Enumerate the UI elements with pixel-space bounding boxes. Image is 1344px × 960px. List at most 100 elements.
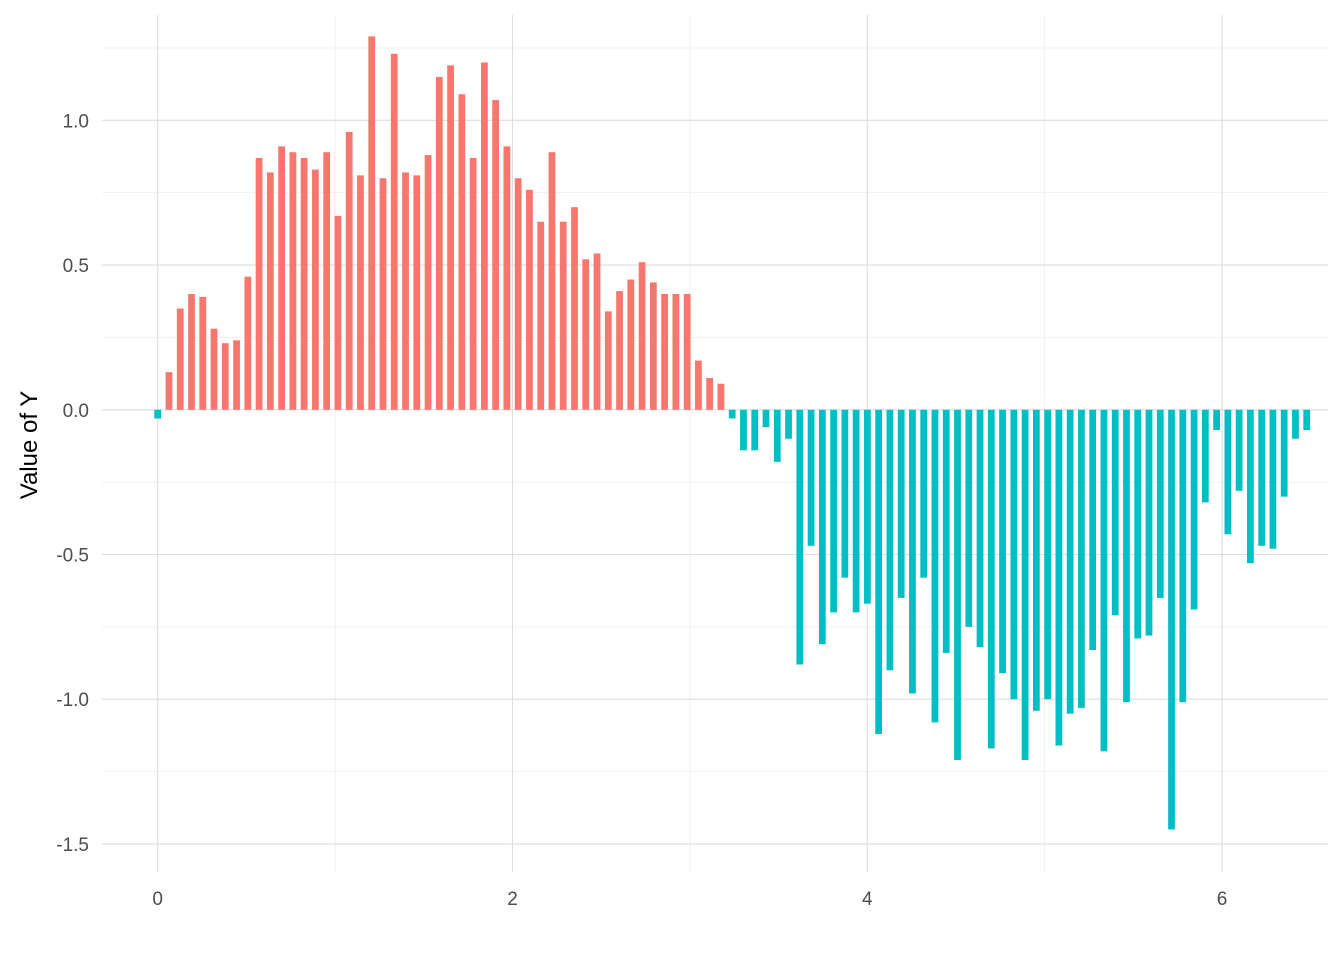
bar — [796, 409, 804, 665]
bar — [909, 409, 916, 694]
bar — [999, 409, 1006, 674]
bar — [785, 409, 792, 439]
bar — [841, 409, 849, 578]
bar — [357, 175, 364, 410]
bar — [402, 172, 409, 410]
bar — [1168, 409, 1175, 830]
bar — [176, 308, 184, 410]
bar — [458, 94, 466, 410]
bar — [1303, 409, 1311, 431]
bar — [818, 409, 826, 645]
bar — [954, 409, 961, 760]
bar — [379, 178, 387, 410]
bar — [199, 296, 207, 410]
x-tick-label: 0 — [152, 889, 163, 910]
bar — [942, 409, 950, 653]
bar — [571, 207, 578, 410]
bar — [1032, 409, 1040, 711]
bar — [1190, 409, 1198, 610]
bar — [661, 294, 668, 410]
x-tick-label: 2 — [507, 889, 518, 910]
bar — [1292, 409, 1299, 439]
bar — [987, 409, 995, 749]
bar — [976, 409, 984, 648]
bar — [210, 328, 218, 410]
bar — [481, 62, 488, 410]
bar — [1134, 409, 1142, 639]
bar — [424, 155, 432, 410]
bar — [1269, 409, 1277, 549]
bar — [897, 409, 905, 598]
bar — [1089, 409, 1097, 651]
bar — [593, 253, 601, 410]
bar — [435, 76, 443, 410]
bar — [1066, 409, 1074, 714]
bar — [334, 215, 342, 410]
bar — [492, 100, 500, 410]
bar — [548, 152, 556, 410]
bar — [695, 360, 702, 410]
bar — [300, 157, 308, 410]
bar — [413, 175, 421, 410]
bar — [289, 152, 297, 410]
bar — [1021, 409, 1029, 760]
bar — [852, 409, 860, 613]
y-axis-tick-labels: -1.5 -1.0 -0.5 0.0 0.5 1.0 — [56, 111, 89, 856]
bar — [649, 282, 657, 410]
bar — [1247, 409, 1254, 564]
bar — [1010, 409, 1018, 700]
bar — [864, 409, 871, 604]
bar — [672, 294, 680, 410]
bar — [312, 169, 319, 410]
bar — [1044, 409, 1052, 700]
bar — [503, 146, 511, 410]
bar — [762, 409, 770, 428]
y-tick-label: 0.0 — [63, 401, 89, 422]
bar — [1111, 409, 1119, 616]
bar — [188, 294, 195, 410]
bar — [1100, 409, 1108, 752]
bars — [154, 36, 1311, 830]
bar — [1145, 409, 1153, 636]
bar — [390, 53, 398, 410]
y-tick-label: -1.0 — [56, 690, 89, 711]
bar — [255, 157, 263, 410]
bar — [233, 340, 240, 410]
bar — [728, 409, 736, 419]
bar — [1213, 409, 1220, 431]
bar — [1156, 409, 1164, 598]
bar — [1280, 409, 1288, 497]
bar — [627, 279, 635, 410]
bar — [604, 311, 612, 410]
x-tick-label: 4 — [862, 889, 873, 910]
minor-gridlines — [102, 15, 1328, 872]
bar — [773, 409, 781, 462]
bar — [154, 409, 162, 419]
y-tick-label: -1.5 — [56, 835, 89, 856]
bar — [526, 189, 533, 410]
bar — [886, 409, 894, 671]
y-axis-title: Value of Y — [16, 391, 43, 500]
bar — [1201, 409, 1209, 503]
bar — [537, 221, 545, 410]
bar — [244, 276, 252, 410]
bar — [447, 65, 454, 410]
bar — [965, 409, 973, 627]
y-tick-label: 0.5 — [63, 256, 89, 277]
bar — [582, 259, 590, 410]
bar — [740, 409, 747, 451]
bar — [266, 172, 274, 410]
bar — [1179, 409, 1187, 703]
bar — [368, 36, 376, 410]
x-axis-tick-labels: 0 2 4 6 — [152, 889, 1227, 910]
bar — [683, 294, 691, 410]
bar — [1224, 409, 1232, 535]
bar — [221, 343, 229, 410]
bar — [1078, 409, 1085, 708]
bar — [616, 291, 623, 410]
y-tick-label: 1.0 — [63, 111, 89, 132]
bar — [278, 146, 285, 410]
bar — [830, 409, 837, 613]
bar — [323, 152, 331, 410]
